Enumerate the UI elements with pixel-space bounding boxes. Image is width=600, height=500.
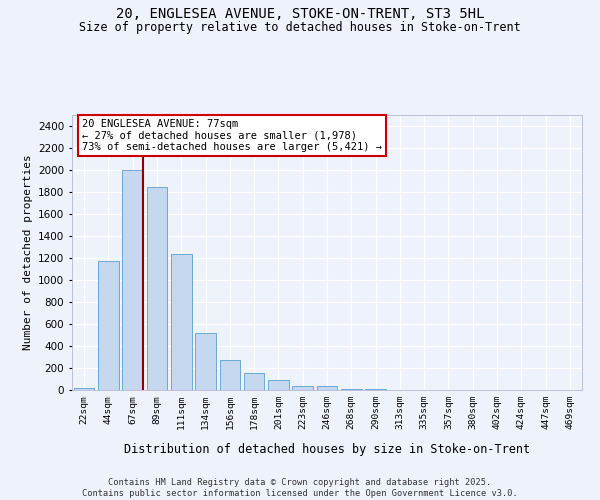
Bar: [317, 386, 337, 390]
Bar: [171, 254, 191, 390]
Bar: [74, 388, 94, 390]
Bar: [122, 170, 143, 390]
Y-axis label: Number of detached properties: Number of detached properties: [23, 154, 32, 350]
Bar: [98, 262, 119, 390]
Text: Distribution of detached houses by size in Stoke-on-Trent: Distribution of detached houses by size …: [124, 442, 530, 456]
Bar: [195, 333, 216, 390]
Bar: [268, 380, 289, 390]
Text: Contains HM Land Registry data © Crown copyright and database right 2025.
Contai: Contains HM Land Registry data © Crown c…: [82, 478, 518, 498]
Bar: [244, 373, 265, 390]
Text: 20 ENGLESEA AVENUE: 77sqm
← 27% of detached houses are smaller (1,978)
73% of se: 20 ENGLESEA AVENUE: 77sqm ← 27% of detac…: [82, 119, 382, 152]
Bar: [220, 360, 240, 390]
Bar: [292, 386, 313, 390]
Bar: [146, 186, 167, 390]
Text: Size of property relative to detached houses in Stoke-on-Trent: Size of property relative to detached ho…: [79, 21, 521, 34]
Text: 20, ENGLESEA AVENUE, STOKE-ON-TRENT, ST3 5HL: 20, ENGLESEA AVENUE, STOKE-ON-TRENT, ST3…: [116, 8, 484, 22]
